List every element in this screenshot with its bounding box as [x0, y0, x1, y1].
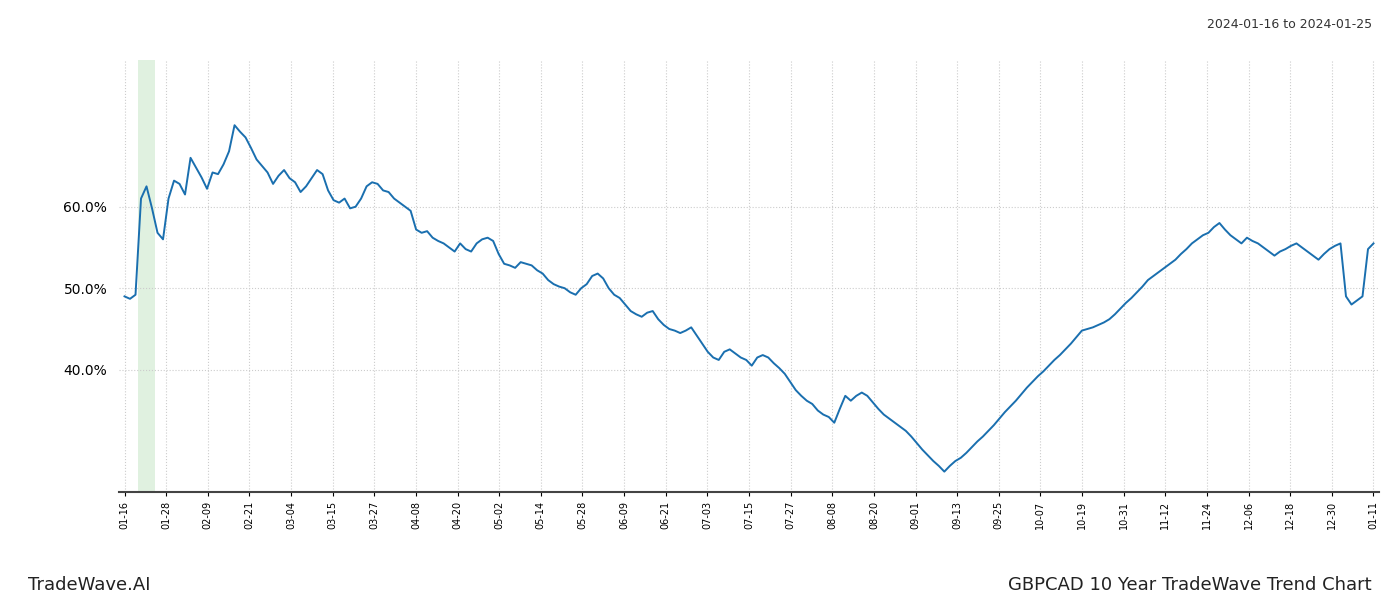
Text: GBPCAD 10 Year TradeWave Trend Chart: GBPCAD 10 Year TradeWave Trend Chart: [1008, 576, 1372, 594]
Text: 2024-01-16 to 2024-01-25: 2024-01-16 to 2024-01-25: [1207, 18, 1372, 31]
Bar: [139, 60, 155, 492]
Text: TradeWave.AI: TradeWave.AI: [28, 576, 151, 594]
